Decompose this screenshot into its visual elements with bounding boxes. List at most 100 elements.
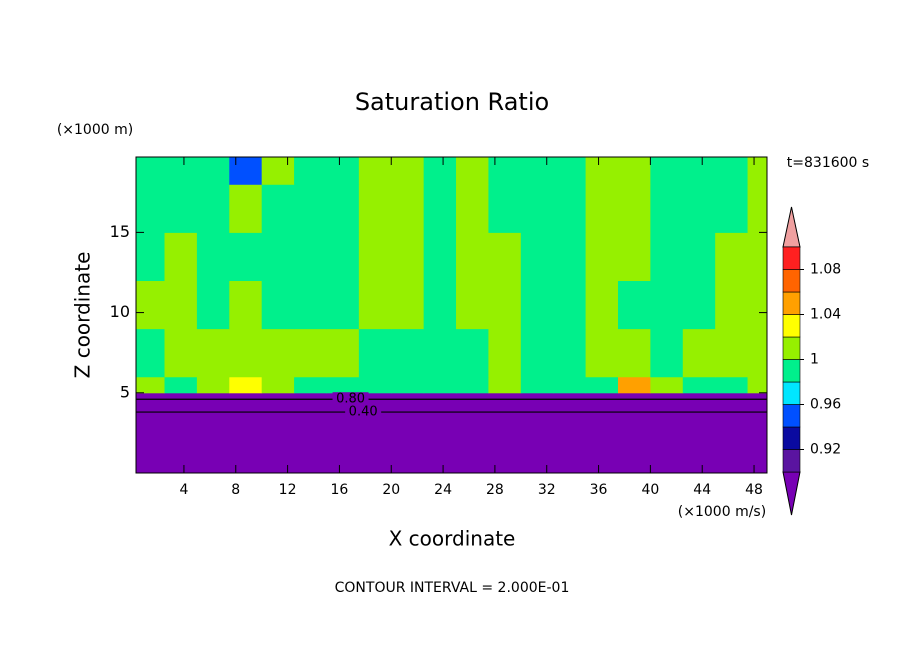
- field-cell: [196, 280, 230, 330]
- field-cell: [585, 376, 619, 394]
- x-tick-label: 20: [382, 482, 400, 498]
- colorbar-segment: [782, 314, 801, 338]
- field-cell: [617, 184, 651, 233]
- field-cell: [391, 232, 425, 282]
- field-cell: [229, 376, 263, 394]
- field-cell: [747, 392, 768, 474]
- x-tick-label: 12: [279, 482, 297, 498]
- field-cell: [520, 232, 554, 282]
- field-cell: [650, 392, 684, 474]
- field-cell: [650, 184, 684, 233]
- field-cell: [456, 232, 489, 282]
- field-cell: [326, 280, 360, 330]
- field-cell: [294, 157, 327, 185]
- field-cell: [747, 184, 768, 233]
- field-cell: [423, 392, 457, 474]
- field-cell: [229, 392, 263, 474]
- field-cell: [326, 184, 360, 233]
- colorbar-tick-label: 1: [810, 352, 819, 368]
- field-cell: [136, 157, 166, 185]
- field-cell: [229, 157, 263, 185]
- field-cell: [715, 232, 749, 282]
- field-cell: [136, 376, 166, 394]
- field-cell: [358, 376, 392, 394]
- field-cell: [294, 328, 327, 378]
- field-cell: [520, 157, 554, 185]
- field-cell: [715, 392, 749, 474]
- field-cell: [164, 184, 198, 233]
- field-cell: [358, 328, 392, 378]
- field-cell: [294, 392, 327, 474]
- field-cell: [456, 157, 489, 185]
- field-cell: [585, 280, 619, 330]
- field-cell: [456, 392, 489, 474]
- field-cell: [520, 376, 554, 394]
- field-cell: [391, 328, 425, 378]
- field-cell: [488, 280, 522, 330]
- colorbar-segment: [782, 381, 801, 405]
- field-cell: [585, 392, 619, 474]
- field-cell: [682, 280, 716, 330]
- field-cell: [136, 232, 166, 282]
- contour-label: 0.80: [336, 392, 365, 407]
- field-cell: [136, 184, 166, 233]
- field-cell: [326, 376, 360, 394]
- field-cell: [294, 280, 327, 330]
- field-cell: [423, 157, 457, 185]
- field-cell: [747, 328, 768, 378]
- field-cell: [164, 232, 198, 282]
- field-cell: [617, 392, 651, 474]
- field-cell: [196, 232, 230, 282]
- field-cell: [585, 328, 619, 378]
- y-tick-label: 15: [110, 222, 130, 241]
- field-cell: [553, 157, 587, 185]
- field-cell: [585, 184, 619, 233]
- field-cell: [488, 376, 522, 394]
- field-cell: [488, 157, 522, 185]
- field-cell: [261, 280, 295, 330]
- field-cell: [294, 376, 327, 394]
- field-cell: [682, 392, 716, 474]
- field-cell: [553, 328, 587, 378]
- plot-frame: [135, 156, 768, 474]
- colorbar-tick-label: 1.04: [810, 307, 841, 323]
- field-cell: [261, 157, 295, 185]
- colorbar-segment: [782, 359, 801, 383]
- x-unit: (×1000 m/s): [678, 504, 766, 520]
- y-unit: (×1000 m): [57, 122, 133, 138]
- field-cell: [423, 328, 457, 378]
- field-cell: [456, 376, 489, 394]
- field-cell: [715, 376, 749, 394]
- field-cell: [650, 280, 684, 330]
- field-cell: [520, 328, 554, 378]
- field-cell: [617, 328, 651, 378]
- y-tick-label: 10: [110, 302, 130, 321]
- colorbar-segment: [782, 404, 801, 428]
- field-cell: [423, 376, 457, 394]
- field-cell: [553, 184, 587, 233]
- field-cell: [391, 157, 425, 185]
- field-cell: [747, 280, 768, 330]
- field-cell: [423, 184, 457, 233]
- colorbar-segment: [782, 246, 801, 270]
- field-cell: [196, 328, 230, 378]
- x-tick-label: 40: [641, 482, 659, 498]
- time-label: t=831600 s: [787, 155, 869, 171]
- colorbar-segment: [782, 336, 801, 360]
- x-tick-label: 44: [693, 482, 711, 498]
- field-cell: [650, 232, 684, 282]
- contour-label: 0.40: [349, 405, 378, 420]
- field-cell: [520, 392, 554, 474]
- colorbar-segment: [782, 291, 801, 315]
- field-cell: [715, 184, 749, 233]
- field-cell: [164, 376, 198, 394]
- contour-label-bg: [332, 392, 369, 407]
- contour-label-bg: [345, 405, 382, 420]
- field-cell: [164, 280, 198, 330]
- field-cell: [423, 232, 457, 282]
- field-cell: [423, 280, 457, 330]
- field-cell: [164, 157, 198, 185]
- field-cell: [196, 157, 230, 185]
